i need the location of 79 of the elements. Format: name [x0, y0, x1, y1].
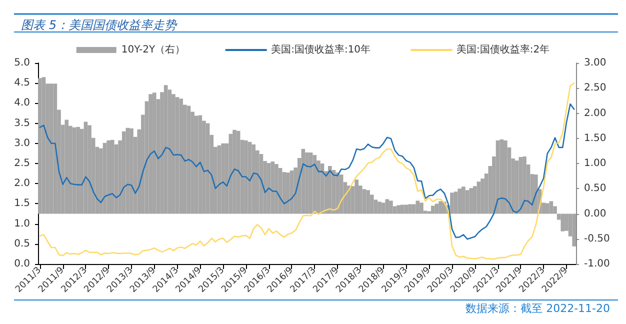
source-note: 数据来源：截至 2022-11-20 — [466, 302, 610, 315]
y-tick-label: 4.5 — [14, 78, 30, 89]
bar — [114, 144, 118, 214]
bar — [454, 192, 458, 214]
bar — [404, 204, 408, 214]
bar — [500, 139, 504, 214]
line-series — [39, 103, 575, 240]
bar — [164, 85, 168, 214]
bar — [186, 106, 191, 214]
bar — [450, 192, 454, 214]
legend-label: 美国:国债收益率:2年 — [456, 44, 550, 56]
bar — [175, 97, 180, 214]
bar — [545, 203, 550, 214]
bar — [534, 174, 538, 214]
bar — [476, 182, 481, 214]
y2-tick-label: 3.00 — [584, 58, 606, 68]
line-series — [39, 82, 575, 260]
y-tick-label: 0.5 — [14, 238, 30, 250]
bar — [110, 140, 114, 214]
bar — [416, 200, 420, 214]
y-tick-label: 5.0 — [14, 58, 30, 68]
y-tick-label: 4.0 — [14, 98, 30, 109]
bar — [206, 123, 210, 214]
bar — [266, 163, 271, 214]
bar — [420, 202, 424, 214]
bar — [354, 180, 359, 214]
bar — [312, 154, 317, 214]
bar — [274, 164, 278, 214]
y2-tick-label: 2.00 — [584, 108, 606, 119]
y2-tick-label: 1.50 — [584, 132, 606, 144]
chart-title: 图表 5：美国国债收益率走势 — [21, 18, 178, 32]
bar — [431, 206, 435, 214]
y-tick-label: 1.5 — [14, 198, 30, 210]
bar — [514, 160, 519, 214]
bar — [282, 172, 286, 214]
bar — [389, 200, 393, 214]
legend-label: 美国:国债收益率:10年 — [271, 44, 371, 56]
bar — [522, 156, 526, 214]
bar — [308, 152, 313, 214]
y-tick-label: 1.0 — [14, 218, 30, 230]
y2-tick-label: 2.50 — [584, 82, 606, 94]
bar — [217, 145, 222, 214]
bar — [560, 214, 565, 232]
bar — [465, 190, 470, 214]
y2-tick-label: 0.00 — [584, 208, 606, 220]
y-tick-label: 2.5 — [14, 158, 30, 169]
bar — [72, 127, 76, 214]
bar — [385, 199, 390, 214]
bar — [381, 202, 386, 214]
y-tick-label: 3.5 — [14, 118, 30, 129]
bar — [549, 201, 554, 214]
bar — [412, 204, 416, 214]
bar — [126, 128, 130, 214]
bar — [362, 189, 366, 214]
y2-tick-label: 0.50 — [584, 183, 606, 194]
bar — [194, 116, 198, 214]
bar — [122, 131, 126, 214]
bar — [88, 125, 92, 214]
y2-tick-label: -1.00 — [584, 258, 610, 270]
y2-tick-label: 1.00 — [584, 158, 606, 169]
bar — [434, 204, 439, 214]
y-tick-label: 0.0 — [14, 258, 30, 270]
y-tick-label: 2.0 — [14, 178, 30, 190]
bar — [328, 166, 332, 214]
y-tick-label: 3.0 — [14, 138, 30, 149]
y2-tick-label: -0.50 — [584, 233, 610, 244]
bar — [347, 186, 351, 214]
bar — [400, 204, 404, 214]
bar — [64, 120, 69, 214]
legend-label: 10Y-2Y（右） — [121, 44, 186, 56]
bar — [236, 130, 240, 214]
bar — [336, 172, 340, 214]
bar — [438, 201, 442, 214]
bar — [38, 78, 42, 214]
bar — [152, 92, 156, 214]
bar — [49, 84, 54, 214]
bar — [458, 188, 462, 214]
bar — [42, 77, 46, 214]
bar — [572, 214, 576, 246]
